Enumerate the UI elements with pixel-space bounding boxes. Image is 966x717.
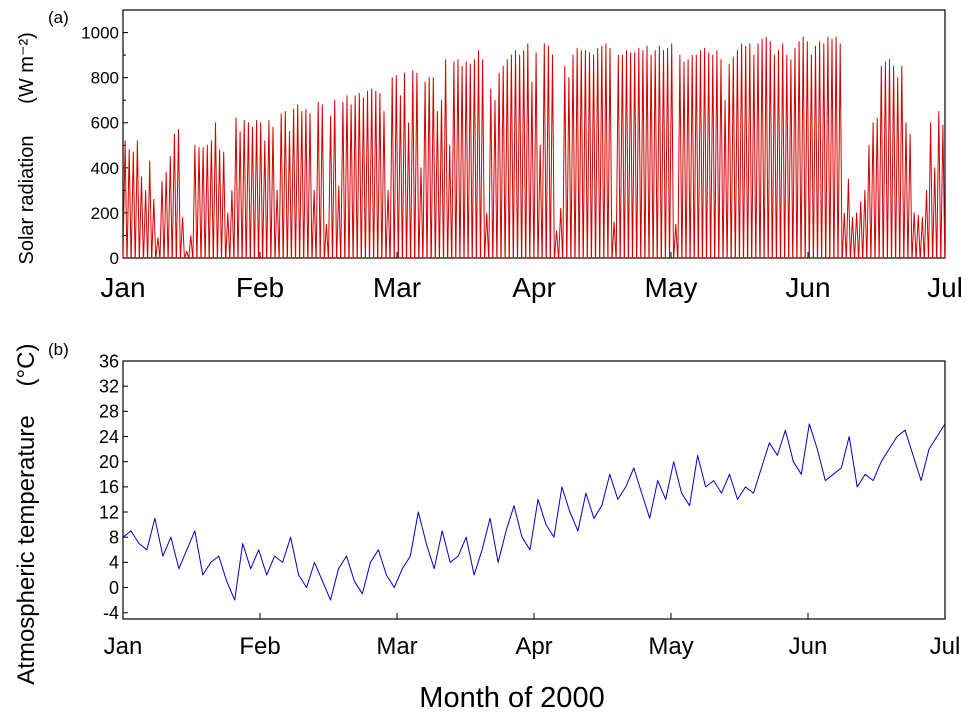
x-tick-label: Feb <box>239 633 280 660</box>
y-tick-label: 24 <box>99 427 119 447</box>
panel-label-a: (a) <box>48 8 69 27</box>
y-tick-label: 12 <box>99 502 119 522</box>
y-tick-label: 200 <box>91 204 119 223</box>
y-tick-label: 8 <box>109 527 119 547</box>
x-tick-label: Apr <box>515 633 552 660</box>
y-tick-label: 28 <box>99 402 119 422</box>
y-axis-unit-a: (W m⁻²) <box>16 32 38 104</box>
y-axis-label-b: Atmospheric temperature <box>13 415 40 684</box>
axes-b: -4 0 4 8 12 16 20 24 28 32 36 Jan Feb Mar Apr May Jun Jul <box>99 351 960 660</box>
x-tick-label: Jun <box>789 633 828 660</box>
x-tick-label: May <box>648 633 693 660</box>
y-axis-label-a: Solar radiation <box>16 136 38 265</box>
x-tick-label: Mar <box>373 272 421 303</box>
x-tick-label: May <box>645 272 698 303</box>
x-tick-label: Apr <box>512 272 556 303</box>
solar-radiation-line <box>122 36 946 259</box>
y-axis-unit-b: (°C) <box>13 344 40 387</box>
x-tick-label: Feb <box>236 272 284 303</box>
shared-x-axis-label: Month of 2000 <box>419 682 604 714</box>
y-tick-label: 20 <box>99 452 119 472</box>
temperature-line <box>122 423 946 601</box>
y-tick-label: 4 <box>109 553 119 573</box>
axes-a: 0 200 400 600 800 1000 Jan Feb Mar Apr May Jun Jul <box>81 23 963 303</box>
y-tick-label: 32 <box>99 376 119 396</box>
x-tick-label: Jan <box>104 633 143 660</box>
plot-frame-b <box>122 360 946 620</box>
x-tick-label: Jan <box>100 272 145 303</box>
x-tick-label: Jun <box>785 272 830 303</box>
x-tick-label: Jul <box>927 272 963 303</box>
y-tick-label: 800 <box>91 69 119 88</box>
x-tick-label: Jul <box>930 633 961 660</box>
y-tick-label: 400 <box>91 159 119 178</box>
x-tick-label: Mar <box>376 633 417 660</box>
y-tick-label: -4 <box>103 603 119 623</box>
panel-label-b: (b) <box>48 340 69 359</box>
y-tick-label: 600 <box>91 114 119 133</box>
solar-radiation-panel: (a) 0 200 400 600 800 1000 Jan Feb Mar Apr May Jun J… <box>16 8 963 303</box>
y-tick-label: 0 <box>110 249 119 268</box>
y-tick-label: 0 <box>109 578 119 598</box>
y-tick-label: 1000 <box>81 23 119 42</box>
solar-radiation-series <box>122 36 946 259</box>
atmospheric-temperature-panel: (b) -4 0 4 8 12 16 20 24 28 32 36 Jan Feb Mar Apr May Ju… <box>13 340 960 685</box>
y-tick-label: 36 <box>99 351 119 371</box>
y-tick-label: 16 <box>99 477 119 497</box>
temperature-series <box>122 423 946 601</box>
